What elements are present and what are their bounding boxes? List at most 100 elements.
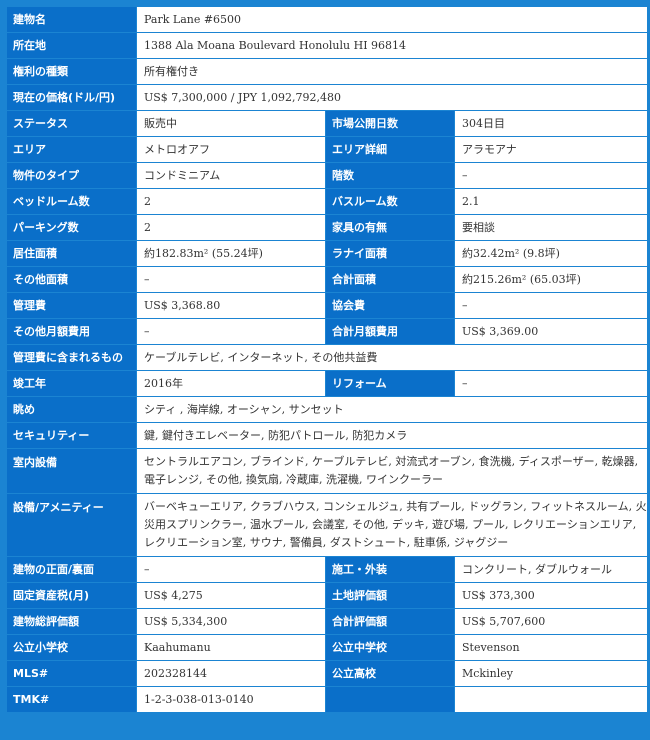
building-assessment-label: 建物総評価額 (7, 609, 136, 634)
row-interior: 室内設備 セントラルエアコン, ブラインド, ケーブルテレビ, 対流式オーブン,… (7, 449, 648, 493)
row-ownership: 権利の種類 所有権付き (7, 59, 648, 84)
interior-label: 室内設備 (7, 449, 136, 493)
total-monthly-label: 合計月額費用 (326, 319, 454, 344)
property-details-table: 建物名 Park Lane #6500 所在地 1388 Ala Moana B… (6, 6, 649, 713)
total-assessment-label: 合計評価額 (326, 609, 454, 634)
row-other-monthly: その他月額費用 – 合計月額費用 US$ 3,369.00 (7, 319, 648, 344)
management-fee-value: US$ 3,368.80 (137, 293, 325, 318)
row-building-assessment: 建物総評価額 US$ 5,334,300 合計評価額 US$ 5,707,600 (7, 609, 648, 634)
elementary-school-label: 公立小学校 (7, 635, 136, 660)
area-detail-value: アラモアナ (455, 137, 648, 162)
year-built-value: 2016年 (137, 371, 325, 396)
row-address: 所在地 1388 Ala Moana Boulevard Honolulu HI… (7, 33, 648, 58)
furnished-value: 要相談 (455, 215, 648, 240)
frontage-label: 建物の正面/裏面 (7, 557, 136, 582)
mls-label: MLS# (7, 661, 136, 686)
tmk-label: TMK# (7, 687, 136, 712)
bathrooms-value: 2.1 (455, 189, 648, 214)
days-on-market-label: 市場公開日数 (326, 111, 454, 136)
floor-value: – (455, 163, 648, 188)
renovation-value: – (455, 371, 648, 396)
area-label: エリア (7, 137, 136, 162)
total-monthly-value: US$ 3,369.00 (455, 319, 648, 344)
living-area-label: 居住面積 (7, 241, 136, 266)
row-other-area: その他面積 – 合計面積 約215.26m² (65.03坪) (7, 267, 648, 292)
year-built-label: 竣工年 (7, 371, 136, 396)
bedrooms-value: 2 (137, 189, 325, 214)
empty-value (455, 687, 648, 712)
row-amenities: 設備/アメニティー バーベキューエリア, クラブハウス, コンシェルジュ, 共有… (7, 494, 648, 556)
other-monthly-value: – (137, 319, 325, 344)
property-type-label: 物件のタイプ (7, 163, 136, 188)
management-fee-label: 管理費 (7, 293, 136, 318)
view-label: 眺め (7, 397, 136, 422)
area-value: メトロオアフ (137, 137, 325, 162)
renovation-label: リフォーム (326, 371, 454, 396)
land-value-value: US$ 373,300 (455, 583, 648, 608)
elementary-school-value: Kaahumanu (137, 635, 325, 660)
total-area-label: 合計面積 (326, 267, 454, 292)
association-fee-value: – (455, 293, 648, 318)
price-label: 現在の価格(ドル/円) (7, 85, 136, 110)
high-school-value: Mckinley (455, 661, 648, 686)
row-mls: MLS# 202328144 公立高校 Mckinley (7, 661, 648, 686)
row-area: エリア メトロオアフ エリア詳細 アラモアナ (7, 137, 648, 162)
row-parking: パーキング数 2 家具の有無 要相談 (7, 215, 648, 240)
property-tax-value: US$ 4,275 (137, 583, 325, 608)
furnished-label: 家具の有無 (326, 215, 454, 240)
total-area-value: 約215.26m² (65.03坪) (455, 267, 648, 292)
construction-label: 施工・外装 (326, 557, 454, 582)
row-security: セキュリティー 鍵, 鍵付きエレベーター, 防犯パトロール, 防犯カメラ (7, 423, 648, 448)
other-monthly-label: その他月額費用 (7, 319, 136, 344)
building-name-label: 建物名 (7, 7, 136, 32)
ownership-label: 権利の種類 (7, 59, 136, 84)
fee-includes-value: ケーブルテレビ, インターネット, その他共益費 (137, 345, 648, 370)
row-fee-includes: 管理費に含まれるもの ケーブルテレビ, インターネット, その他共益費 (7, 345, 648, 370)
security-value: 鍵, 鍵付きエレベーター, 防犯パトロール, 防犯カメラ (137, 423, 648, 448)
address-label: 所在地 (7, 33, 136, 58)
mls-value: 202328144 (137, 661, 325, 686)
status-value: 販売中 (137, 111, 325, 136)
construction-value: コンクリート, ダブルウォール (455, 557, 648, 582)
row-building-name: 建物名 Park Lane #6500 (7, 7, 648, 32)
land-value-label: 土地評価額 (326, 583, 454, 608)
row-year-built: 竣工年 2016年 リフォーム – (7, 371, 648, 396)
row-frontage: 建物の正面/裏面 – 施工・外装 コンクリート, ダブルウォール (7, 557, 648, 582)
row-management-fee: 管理費 US$ 3,368.80 協会費 – (7, 293, 648, 318)
bedrooms-label: ベッドルーム数 (7, 189, 136, 214)
price-value: US$ 7,300,000 / JPY 1,092,792,480 (137, 85, 648, 110)
property-tax-label: 固定資産税(月) (7, 583, 136, 608)
living-area-value: 約182.83m² (55.24坪) (137, 241, 325, 266)
interior-value: セントラルエアコン, ブラインド, ケーブルテレビ, 対流式オーブン, 食洗機,… (137, 449, 648, 493)
other-area-value: – (137, 267, 325, 292)
status-label: ステータス (7, 111, 136, 136)
days-on-market-value: 304日目 (455, 111, 648, 136)
address-value: 1388 Ala Moana Boulevard Honolulu HI 968… (137, 33, 648, 58)
row-property-tax: 固定資産税(月) US$ 4,275 土地評価額 US$ 373,300 (7, 583, 648, 608)
bathrooms-label: バスルーム数 (326, 189, 454, 214)
row-tmk: TMK# 1-2-3-038-013-0140 (7, 687, 648, 712)
row-bedrooms: ベッドルーム数 2 バスルーム数 2.1 (7, 189, 648, 214)
amenities-label: 設備/アメニティー (7, 494, 136, 556)
lanai-area-value: 約32.42m² (9.8坪) (455, 241, 648, 266)
property-type-value: コンドミニアム (137, 163, 325, 188)
amenities-value: バーベキューエリア, クラブハウス, コンシェルジュ, 共有プール, ドッグラン… (137, 494, 648, 556)
ownership-value: 所有権付き (137, 59, 648, 84)
frontage-value: – (137, 557, 325, 582)
lanai-area-label: ラナイ面積 (326, 241, 454, 266)
association-fee-label: 協会費 (326, 293, 454, 318)
middle-school-label: 公立中学校 (326, 635, 454, 660)
fee-includes-label: 管理費に含まれるもの (7, 345, 136, 370)
parking-value: 2 (137, 215, 325, 240)
high-school-label: 公立高校 (326, 661, 454, 686)
other-area-label: その他面積 (7, 267, 136, 292)
floor-label: 階数 (326, 163, 454, 188)
empty-label (326, 687, 454, 712)
view-value: シティ , 海岸線, オーシャン, サンセット (137, 397, 648, 422)
middle-school-value: Stevenson (455, 635, 648, 660)
building-name-value: Park Lane #6500 (137, 7, 648, 32)
building-assessment-value: US$ 5,334,300 (137, 609, 325, 634)
row-schools: 公立小学校 Kaahumanu 公立中学校 Stevenson (7, 635, 648, 660)
parking-label: パーキング数 (7, 215, 136, 240)
